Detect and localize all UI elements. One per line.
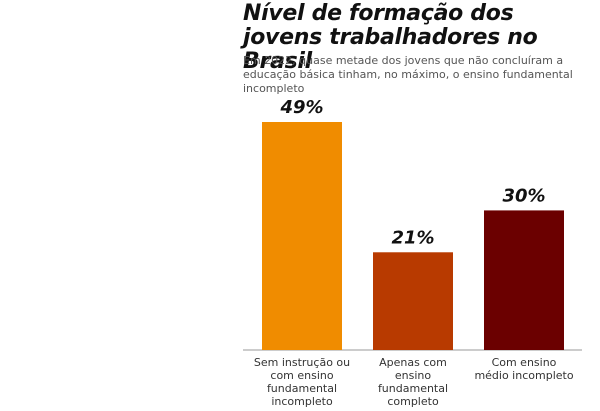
value-label: 49% [279, 97, 323, 118]
value-label: 30% [502, 185, 545, 206]
chart-title: Nível de formação dos jovens trabalhador… [243, 1, 538, 74]
bar [373, 252, 453, 350]
x-tick-label: Sem instrução ou com ensino fundamental … [253, 356, 351, 408]
chart-subtitle: Em 2022, quase metade dos jovens que não… [243, 54, 573, 95]
x-tick-label: Com ensino médio incompleto [474, 356, 574, 382]
x-tick-label: Apenas com ensino fundamental completo [377, 356, 449, 408]
value-label: 21% [391, 227, 434, 248]
bar [262, 122, 342, 350]
bar [484, 210, 564, 350]
